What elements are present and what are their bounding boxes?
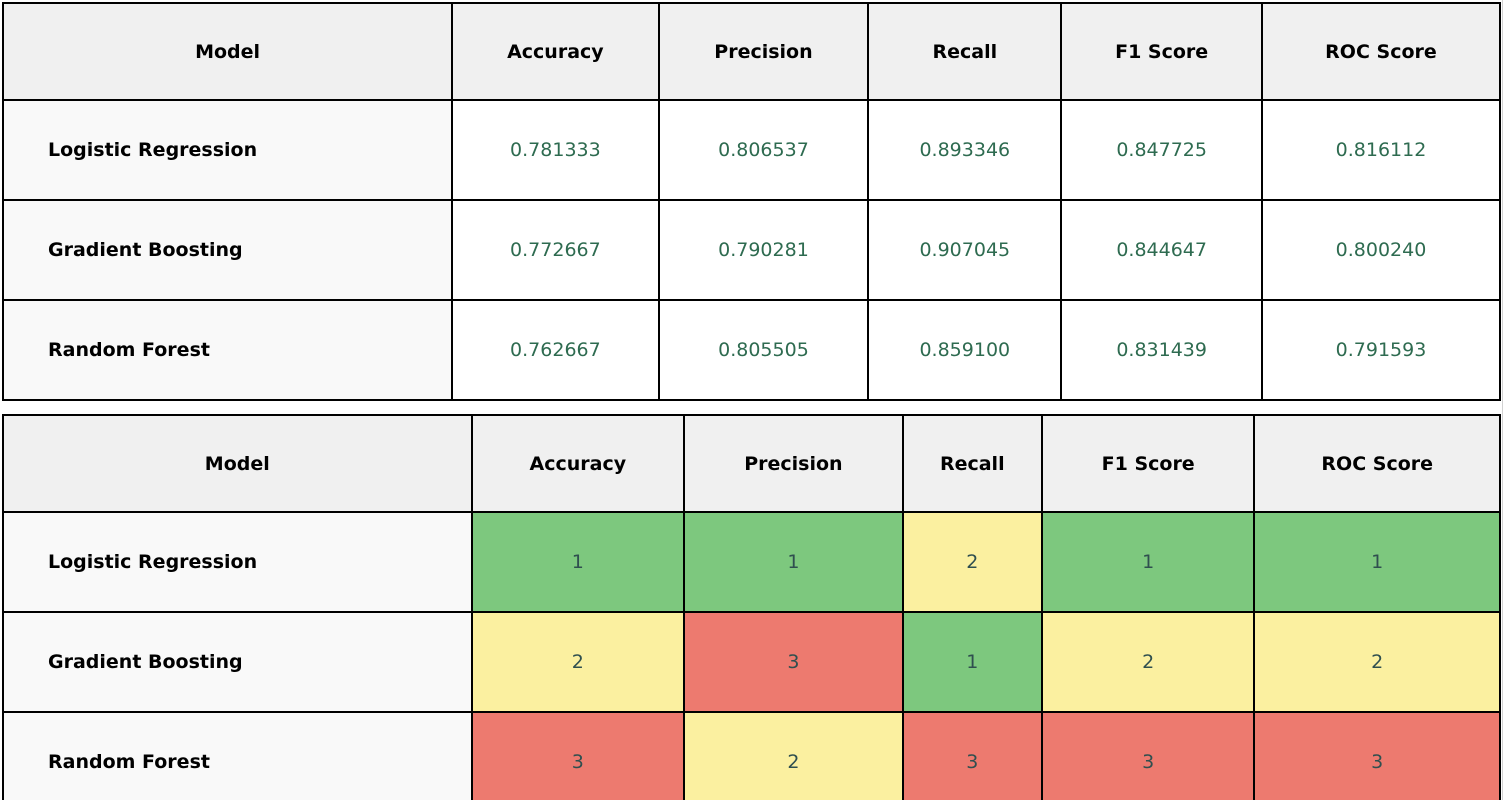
rank-cell: 1 [683, 511, 904, 613]
rank-cell: 2 [683, 711, 904, 800]
model-name-cell: Gradient Boosting [1, 199, 454, 301]
ranks-table: Model Accuracy Precision Recall F1 Score… [2, 414, 1501, 800]
metric-cell: 0.907045 [867, 199, 1063, 301]
metric-cell: 0.772667 [451, 199, 660, 301]
ranks-col-header-recall: Recall [901, 414, 1043, 513]
rank-cell: 2 [1253, 611, 1501, 713]
model-name-cell: Logistic Regression [2, 511, 473, 613]
rank-cell: 3 [1040, 711, 1256, 800]
metric-cell: 0.859100 [867, 299, 1063, 401]
rank-cell: 2 [901, 511, 1043, 613]
rank-cell: 1 [1040, 511, 1256, 613]
rank-cell: 1 [901, 611, 1043, 713]
metrics-col-header-model: Model [1, 2, 454, 101]
model-name-cell: Random Forest [1, 299, 454, 401]
rank-cell: 3 [470, 711, 686, 800]
metrics-header-row: Model Accuracy Precision Recall F1 Score… [1, 2, 1502, 101]
metrics-col-header-recall: Recall [867, 2, 1063, 101]
rank-cell: 3 [1253, 711, 1501, 800]
metric-cell: 0.791593 [1260, 299, 1502, 401]
metric-cell: 0.831439 [1060, 299, 1263, 401]
rank-cell: 1 [470, 511, 686, 613]
ranks-row-gradient-boosting: Gradient Boosting 2 3 1 2 2 [2, 611, 1501, 713]
metric-cell: 0.805505 [657, 299, 870, 401]
rank-cell: 2 [470, 611, 686, 713]
rank-cell: 1 [1253, 511, 1501, 613]
metrics-col-header-accuracy: Accuracy [451, 2, 660, 101]
ranks-col-header-accuracy: Accuracy [470, 414, 686, 513]
metric-cell: 0.790281 [657, 199, 870, 301]
metrics-row-logistic-regression: Logistic Regression 0.781333 0.806537 0.… [1, 99, 1502, 201]
rank-cell: 2 [1040, 611, 1256, 713]
ranks-header-row: Model Accuracy Precision Recall F1 Score… [2, 414, 1501, 513]
metric-cell: 0.844647 [1060, 199, 1263, 301]
metric-cell: 0.847725 [1060, 99, 1263, 201]
model-name-cell: Random Forest [2, 711, 473, 800]
ranks-col-header-f1: F1 Score [1040, 414, 1256, 513]
metric-cell: 0.816112 [1260, 99, 1502, 201]
metric-cell: 0.806537 [657, 99, 870, 201]
metrics-row-random-forest: Random Forest 0.762667 0.805505 0.859100… [1, 299, 1502, 401]
ranks-col-header-model: Model [2, 414, 473, 513]
ranks-row-logistic-regression: Logistic Regression 1 1 2 1 1 [2, 511, 1501, 613]
metrics-row-gradient-boosting: Gradient Boosting 0.772667 0.790281 0.90… [1, 199, 1502, 301]
model-name-cell: Gradient Boosting [2, 611, 473, 713]
rank-cell: 3 [683, 611, 904, 713]
rank-cell: 3 [901, 711, 1043, 800]
metric-cell: 0.762667 [451, 299, 660, 401]
ranks-col-header-precision: Precision [683, 414, 904, 513]
metrics-col-header-roc: ROC Score [1260, 2, 1502, 101]
ranks-row-random-forest: Random Forest 3 2 3 3 3 [2, 711, 1501, 800]
model-name-cell: Logistic Regression [1, 99, 454, 201]
metrics-table: Model Accuracy Precision Recall F1 Score… [1, 2, 1502, 401]
ranks-col-header-roc: ROC Score [1253, 414, 1501, 513]
metric-cell: 0.781333 [451, 99, 660, 201]
metrics-col-header-f1: F1 Score [1060, 2, 1263, 101]
metrics-col-header-precision: Precision [657, 2, 870, 101]
metric-cell: 0.893346 [867, 99, 1063, 201]
metric-cell: 0.800240 [1260, 199, 1502, 301]
